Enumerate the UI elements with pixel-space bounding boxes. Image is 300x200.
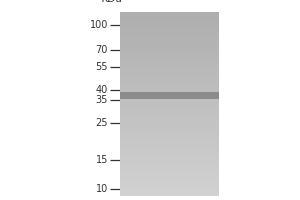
Text: 55: 55 (95, 62, 108, 72)
Text: 10: 10 (96, 184, 108, 194)
Text: 15: 15 (96, 155, 108, 165)
Text: 35: 35 (96, 95, 108, 105)
Text: 40: 40 (96, 85, 108, 95)
Text: 100: 100 (90, 20, 108, 30)
Text: 25: 25 (95, 118, 108, 128)
Text: KDa: KDa (102, 0, 123, 4)
Bar (120, 92, 219, 99)
Text: 70: 70 (96, 45, 108, 55)
